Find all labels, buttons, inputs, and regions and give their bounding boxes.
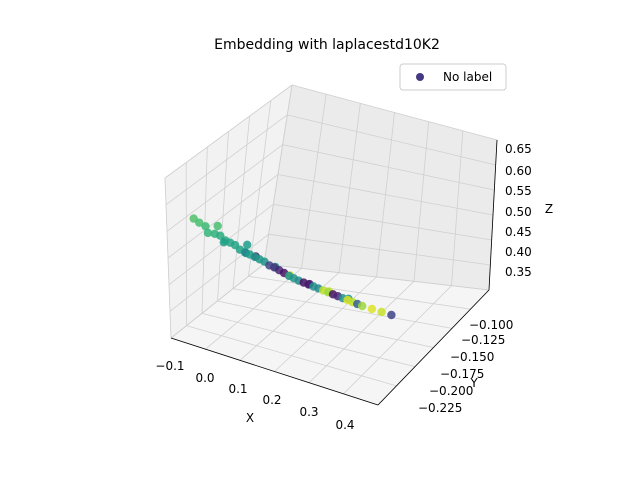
legend: No label — [399, 63, 507, 91]
scatter-point — [377, 307, 386, 317]
y-tick-label: −0.225 — [418, 401, 462, 415]
left-grid-line — [263, 84, 293, 265]
y-tick-label: −0.125 — [461, 333, 505, 347]
z-tick-label: 0.40 — [505, 245, 532, 259]
y-tick-label: −0.200 — [429, 384, 473, 398]
chart-title: Embedding with laplacestd10K2 — [214, 37, 440, 53]
z-tick-label: 0.35 — [505, 265, 532, 279]
scatter-point — [243, 240, 252, 249]
y-tick-label: −0.100 — [469, 318, 513, 332]
x-tick-label: 0.3 — [299, 405, 318, 419]
data-points — [189, 214, 396, 320]
axis-lines — [170, 139, 498, 406]
floor-grid-line — [248, 275, 471, 310]
z-tick-label: 0.55 — [505, 184, 532, 198]
z-tick-label: 0.45 — [505, 225, 532, 239]
scatter-point — [203, 228, 213, 238]
z-axis-label: Z — [545, 202, 553, 216]
legend-box — [399, 63, 507, 91]
scatter-point — [358, 301, 367, 311]
back-grid-line — [291, 84, 498, 141]
x-tick-label: 0.1 — [228, 382, 247, 396]
scatter-point — [367, 304, 377, 314]
y-axis-line — [377, 289, 490, 406]
z-tick-label: 0.50 — [505, 205, 532, 219]
y-tick-labels: −0.100−0.125 −0.150 −0.175 −0.200 −0.225 — [418, 318, 513, 415]
z-tick-label: 0.65 — [505, 142, 532, 156]
x-tick-label: 0.0 — [195, 371, 214, 385]
x-tick-label: 0.4 — [335, 418, 354, 432]
z-tick-labels: 0.35 0.40 0.45 0.50 0.55 0.60 0.65 — [505, 142, 532, 279]
x-tick-label: −0.1 — [155, 359, 184, 373]
left-grid-line — [164, 84, 293, 179]
scatter-point — [387, 310, 396, 320]
z-axis-line — [488, 139, 498, 291]
y-tick-label: −0.175 — [440, 367, 484, 381]
x-tick-labels: −0.1 0.0 0.1 0.2 0.3 0.4 — [155, 359, 354, 432]
scatter-point — [213, 221, 222, 231]
back-pane — [263, 84, 498, 291]
x-axis-label: X — [246, 411, 254, 425]
x-axis-line — [170, 337, 379, 406]
x-tick-label: 0.2 — [262, 393, 281, 407]
y-tick-label: −0.150 — [450, 350, 494, 364]
z-tick-label: 0.60 — [505, 164, 532, 178]
scatter-point — [195, 218, 204, 227]
scatter-point — [219, 238, 228, 247]
y-axis-label: Y — [469, 376, 478, 390]
scatter-point — [201, 222, 210, 231]
legend-marker — [416, 73, 424, 81]
left-grid-line — [165, 114, 288, 205]
back-grid-line — [287, 114, 496, 166]
legend-label: No label — [443, 70, 492, 84]
